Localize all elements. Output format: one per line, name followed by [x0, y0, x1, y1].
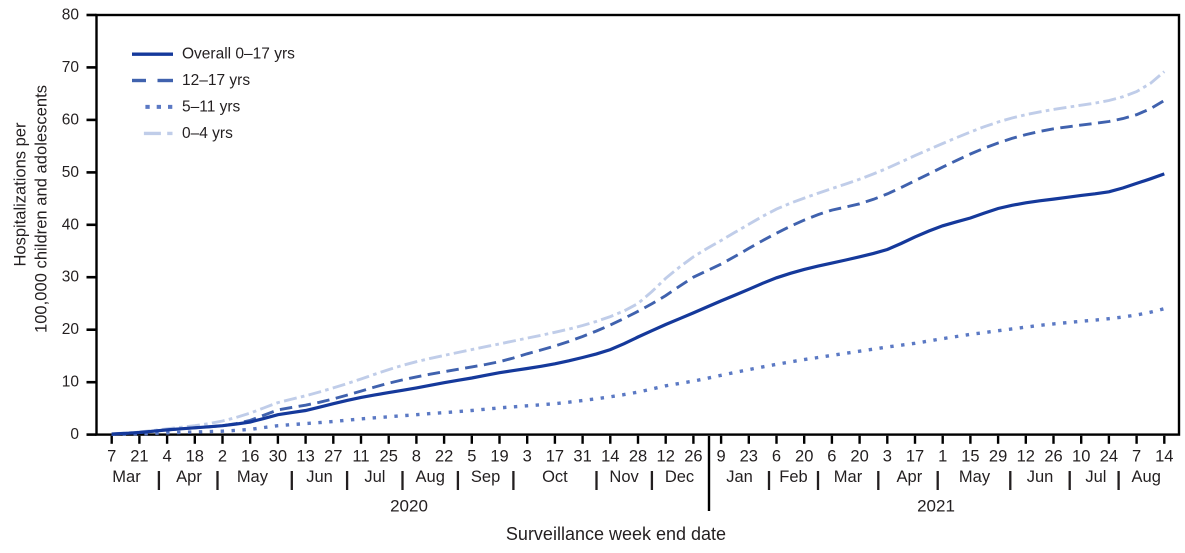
svg-text:17: 17	[906, 447, 924, 465]
svg-text:20: 20	[62, 321, 80, 338]
svg-text:0–4 yrs: 0–4 yrs	[182, 125, 233, 142]
svg-text:2021: 2021	[917, 497, 955, 516]
svg-text:18: 18	[186, 447, 204, 465]
svg-text:8: 8	[412, 447, 421, 465]
svg-text:May: May	[237, 468, 269, 486]
svg-text:Jul: Jul	[364, 468, 385, 486]
svg-text:17: 17	[546, 447, 564, 465]
svg-text:3: 3	[883, 447, 892, 465]
svg-text:Surveillance week end date: Surveillance week end date	[506, 524, 726, 544]
svg-text:6: 6	[827, 447, 836, 465]
svg-text:26: 26	[684, 447, 702, 465]
svg-text:4: 4	[163, 447, 172, 465]
svg-text:10: 10	[1072, 447, 1090, 465]
svg-text:Jan: Jan	[726, 468, 753, 486]
svg-text:Mar: Mar	[112, 468, 141, 486]
svg-text:50: 50	[62, 164, 80, 181]
svg-text:100,000 children and adolescen: 100,000 children and adolescents	[33, 85, 51, 333]
svg-text:16: 16	[241, 447, 259, 465]
svg-text:22: 22	[435, 447, 453, 465]
svg-text:60: 60	[62, 111, 80, 128]
svg-text:14: 14	[1155, 447, 1173, 465]
svg-text:31: 31	[573, 447, 591, 465]
svg-text:Apr: Apr	[897, 468, 923, 486]
svg-text:Apr: Apr	[176, 468, 202, 486]
svg-text:40: 40	[62, 216, 80, 233]
svg-text:15: 15	[961, 447, 979, 465]
svg-text:20: 20	[850, 447, 868, 465]
svg-text:24: 24	[1100, 447, 1118, 465]
svg-text:Hospitalizations per: Hospitalizations per	[12, 122, 30, 267]
svg-text:12–17 yrs: 12–17 yrs	[182, 72, 250, 89]
svg-text:Aug: Aug	[416, 468, 445, 486]
svg-text:10: 10	[62, 374, 80, 391]
svg-text:Jun: Jun	[1027, 468, 1054, 486]
svg-text:Overall 0–17 yrs: Overall 0–17 yrs	[182, 46, 295, 63]
svg-text:26: 26	[1044, 447, 1062, 465]
svg-text:80: 80	[62, 7, 80, 24]
svg-text:12: 12	[657, 447, 675, 465]
svg-text:1: 1	[938, 447, 947, 465]
svg-text:20: 20	[795, 447, 813, 465]
svg-text:Feb: Feb	[779, 468, 807, 486]
svg-text:2: 2	[218, 447, 227, 465]
svg-text:19: 19	[490, 447, 508, 465]
svg-text:30: 30	[269, 447, 287, 465]
svg-text:28: 28	[629, 447, 647, 465]
svg-text:Nov: Nov	[609, 468, 639, 486]
svg-text:70: 70	[62, 59, 80, 76]
svg-text:27: 27	[324, 447, 342, 465]
svg-text:May: May	[959, 468, 991, 486]
svg-text:Jul: Jul	[1085, 468, 1106, 486]
svg-text:Oct: Oct	[542, 468, 568, 486]
svg-text:25: 25	[380, 447, 398, 465]
svg-text:13: 13	[296, 447, 314, 465]
svg-text:7: 7	[107, 447, 116, 465]
svg-text:30: 30	[62, 269, 80, 286]
svg-text:5: 5	[467, 447, 476, 465]
svg-text:14: 14	[601, 447, 619, 465]
svg-text:29: 29	[989, 447, 1007, 465]
svg-text:21: 21	[130, 447, 148, 465]
svg-text:23: 23	[740, 447, 758, 465]
svg-text:9: 9	[717, 447, 726, 465]
svg-text:6: 6	[772, 447, 781, 465]
svg-text:Aug: Aug	[1132, 468, 1161, 486]
svg-text:0: 0	[70, 426, 79, 443]
svg-text:12: 12	[1017, 447, 1035, 465]
svg-text:Dec: Dec	[665, 468, 694, 486]
svg-text:2020: 2020	[390, 497, 428, 516]
svg-text:11: 11	[352, 447, 369, 465]
svg-text:5–11 yrs: 5–11 yrs	[182, 98, 241, 115]
svg-text:Sep: Sep	[471, 468, 500, 486]
svg-text:3: 3	[523, 447, 532, 465]
svg-text:Jun: Jun	[306, 468, 333, 486]
svg-text:Mar: Mar	[834, 468, 863, 486]
svg-text:7: 7	[1132, 447, 1141, 465]
